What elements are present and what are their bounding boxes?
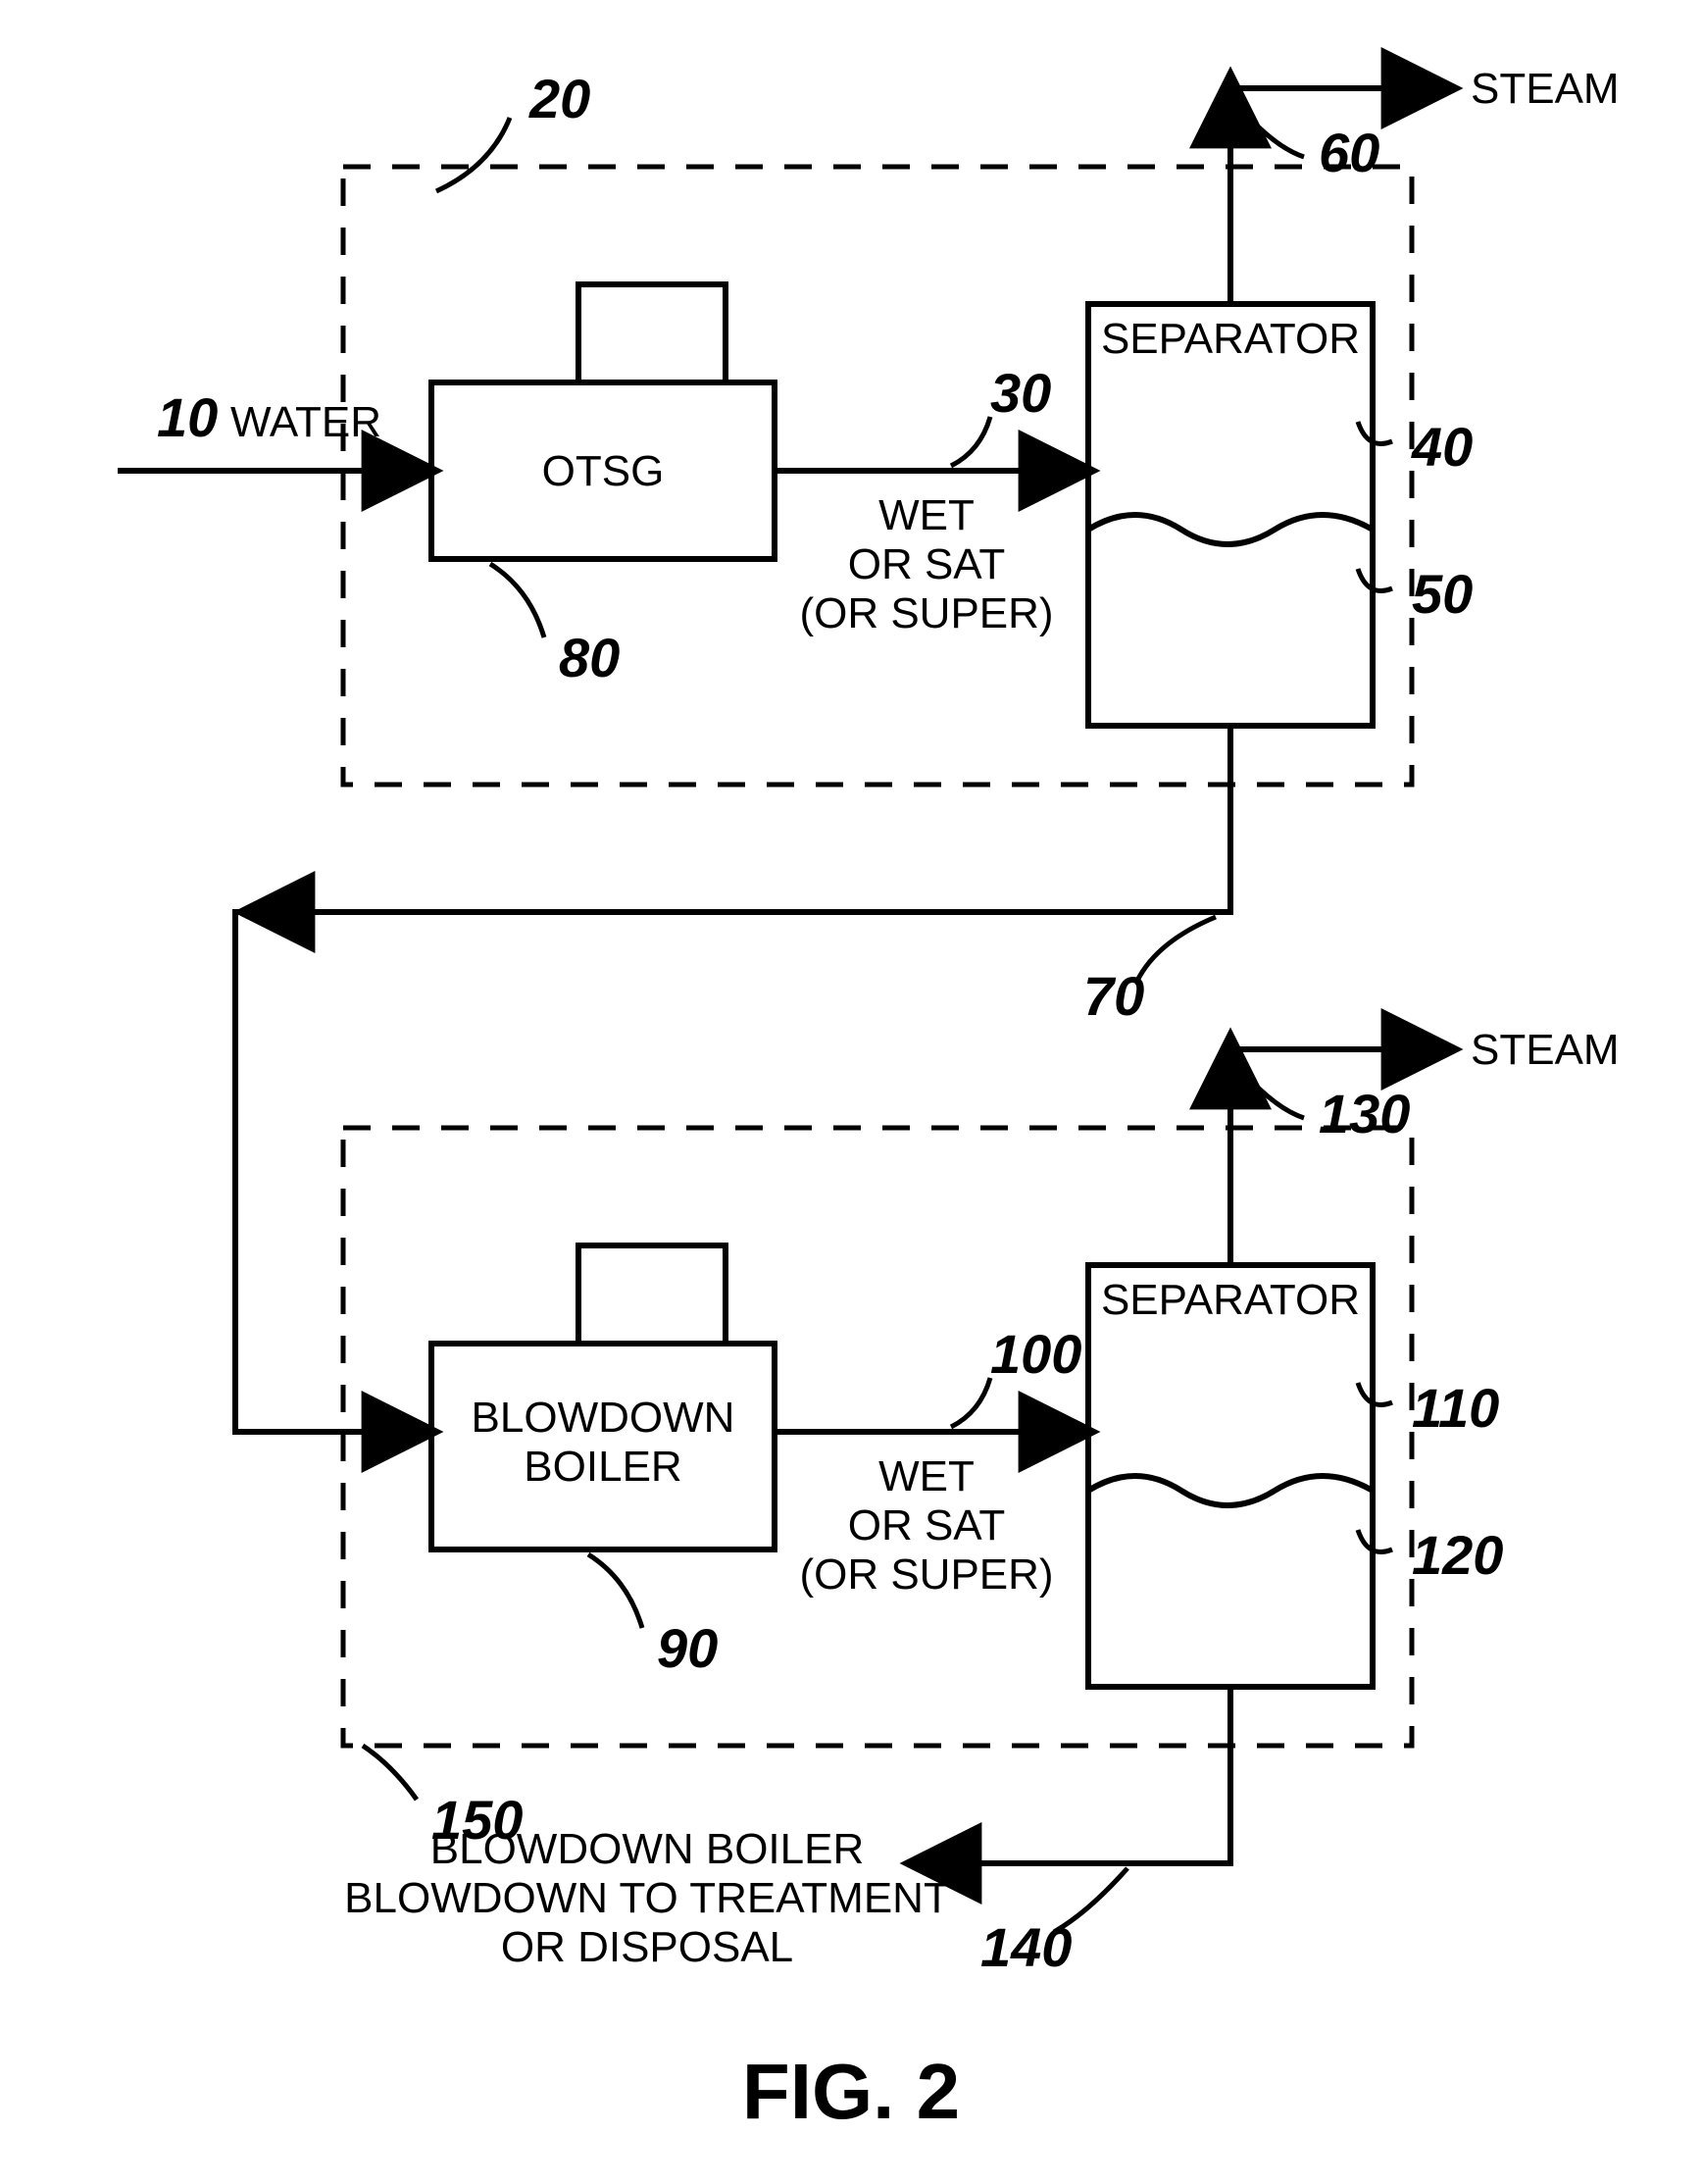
label-100: 100 bbox=[990, 1323, 1081, 1385]
label-wet-2c: (OR SUPER) bbox=[799, 1550, 1053, 1599]
label-wet-1a: WET bbox=[878, 491, 975, 539]
label-steam-upper: STEAM bbox=[1471, 65, 1620, 113]
separator-upper-label: SEPARATOR bbox=[1101, 315, 1360, 363]
figure-title: FIG. 2 bbox=[742, 2048, 960, 2135]
otsg-stack bbox=[578, 284, 726, 382]
label-bb2: BLOWDOWN TO TREATMENT bbox=[344, 1874, 950, 1922]
blowdown-stack bbox=[578, 1245, 726, 1344]
label-10: 10 bbox=[157, 386, 218, 448]
figure-2-diagram: OTSG SEPARATOR BLOWDOWN BOILER SEPARATOR bbox=[0, 0, 1703, 2184]
label-70: 70 bbox=[1083, 965, 1144, 1027]
label-wet-1c: (OR SUPER) bbox=[799, 589, 1053, 637]
label-40: 40 bbox=[1411, 416, 1473, 478]
label-60: 60 bbox=[1319, 122, 1379, 183]
leader-30 bbox=[951, 417, 990, 466]
label-140: 140 bbox=[980, 1916, 1072, 1978]
label-90: 90 bbox=[657, 1617, 718, 1679]
label-bb3: OR DISPOSAL bbox=[501, 1923, 793, 1971]
leader-80 bbox=[490, 564, 544, 637]
leader-60 bbox=[1240, 108, 1304, 157]
label-wet-1b: OR SAT bbox=[848, 540, 1006, 588]
label-130: 130 bbox=[1319, 1083, 1410, 1144]
flow-140-disposal bbox=[912, 1687, 1230, 1863]
label-110: 110 bbox=[1412, 1377, 1499, 1439]
separator-lower-waterline bbox=[1088, 1476, 1373, 1505]
leader-20 bbox=[436, 118, 510, 191]
label-120: 120 bbox=[1412, 1524, 1503, 1586]
label-wet-2b: OR SAT bbox=[848, 1501, 1006, 1549]
leader-150 bbox=[363, 1746, 417, 1800]
leader-100 bbox=[951, 1378, 990, 1427]
label-80: 80 bbox=[559, 627, 620, 688]
otsg-label: OTSG bbox=[542, 447, 665, 495]
label-30: 30 bbox=[990, 362, 1051, 424]
label-water: WATER bbox=[230, 398, 381, 446]
leader-130 bbox=[1240, 1069, 1304, 1118]
separator-upper-waterline bbox=[1088, 515, 1373, 544]
blowdown-label-1: BLOWDOWN bbox=[472, 1394, 735, 1442]
leader-70 bbox=[1137, 917, 1216, 981]
label-steam-lower: STEAM bbox=[1471, 1026, 1620, 1074]
label-20: 20 bbox=[528, 68, 590, 129]
label-wet-2a: WET bbox=[878, 1452, 975, 1500]
leader-90 bbox=[588, 1554, 642, 1628]
blowdown-label-2: BOILER bbox=[524, 1443, 681, 1491]
label-50: 50 bbox=[1412, 563, 1473, 625]
label-bb1: BLOWDOWN BOILER bbox=[430, 1825, 865, 1873]
separator-lower-label: SEPARATOR bbox=[1101, 1276, 1360, 1324]
